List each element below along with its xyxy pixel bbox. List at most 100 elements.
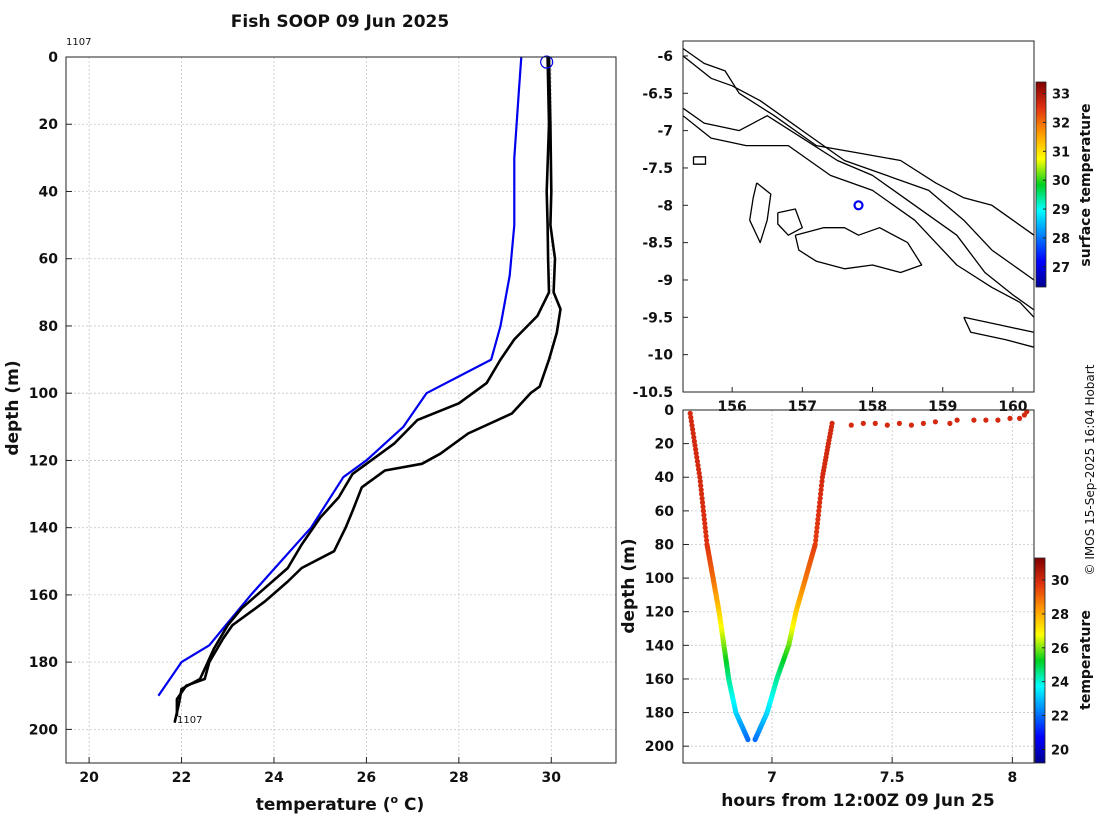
profile-grid <box>66 56 616 763</box>
profile-ytick-label: 200 <box>29 722 58 738</box>
map-colorbar-tick-label: 28 <box>1052 232 1070 247</box>
timeseries-surface-point <box>884 422 890 428</box>
timeseries-point <box>701 512 707 518</box>
profile-xtick-label: 20 <box>79 770 99 786</box>
profile-ticks: 20 22 24 26 28 30 0 20 40 60 80 100 120 140 160 180 200 <box>29 50 562 786</box>
map-xtick-label: 158 <box>858 399 887 415</box>
timeseries-point <box>696 466 702 472</box>
timeseries-point <box>702 525 708 531</box>
timeseries-point <box>699 499 706 506</box>
timeseries-point <box>688 414 694 420</box>
timeseries-point <box>688 418 695 424</box>
timeseries-colorbar-tick-label: 30 <box>1051 574 1069 589</box>
map-colorbar-tick-label: 27 <box>1052 261 1070 276</box>
profile-lines <box>157 55 562 723</box>
map-ytick-label: -10.5 <box>633 385 673 401</box>
figure-title: Fish SOOP 09 Jun 2025 <box>231 12 449 32</box>
profile-surface-marker <box>540 55 554 69</box>
timeseries-surface-point <box>932 419 939 425</box>
timeseries-point <box>818 483 825 489</box>
map-xtick-label: 159 <box>928 399 957 415</box>
map-ytick-label: -6.5 <box>642 86 673 102</box>
timeseries-surface-point <box>896 420 903 426</box>
map-colorbar-tick-label: 33 <box>1052 88 1070 103</box>
timeseries-ytick-label: 160 <box>645 672 674 688</box>
map-colorbar-ticks: 27 28 29 30 31 32 33 <box>1043 88 1070 276</box>
timeseries-point <box>698 487 704 493</box>
map-ytick-label: -6 <box>657 49 673 65</box>
timeseries-point <box>691 434 697 440</box>
timeseries-colorbar-label: temperature <box>1078 610 1094 710</box>
timeseries-point <box>816 508 822 514</box>
timeseries-point <box>699 495 705 501</box>
timeseries-point <box>697 478 703 484</box>
timeseries-colorbar-ticks: 20 22 24 26 28 30 <box>1042 574 1069 758</box>
timeseries-point <box>700 504 706 510</box>
map-panel: 156 157 158 159 160 -6 -6.5 -7 -7.5 -8 -8.5 -9 -9.5 -… <box>633 40 1094 415</box>
timeseries-colorbar-tick-label: 28 <box>1051 608 1069 623</box>
timeseries-point <box>691 438 698 444</box>
timeseries-point <box>813 537 819 543</box>
map-colorbar <box>1035 81 1047 288</box>
timeseries-point <box>698 483 704 489</box>
timeseries-axes-frame <box>682 409 1035 764</box>
profile-ytick-label: 120 <box>29 453 58 469</box>
profile-ytick-label: 80 <box>39 319 59 335</box>
map-contour <box>963 316 1034 348</box>
timeseries-xtick-label: 7 <box>767 770 777 786</box>
timeseries-point <box>690 426 696 432</box>
timeseries-point <box>703 533 709 539</box>
timeseries-ytick-label: 120 <box>645 605 674 621</box>
timeseries-point <box>817 495 823 501</box>
profile-ytick-label: 40 <box>39 184 59 200</box>
map-contour <box>683 47 1034 236</box>
timeseries-ytick-label: 40 <box>655 470 675 486</box>
timeseries-point <box>745 736 751 743</box>
timeseries-point <box>812 541 818 548</box>
profile-panel: 20 22 24 26 28 30020406080100120140160180200 … <box>3 37 617 815</box>
timeseries-surface-point <box>860 420 866 426</box>
timeseries-surface-point <box>954 417 960 423</box>
timeseries-point <box>814 529 820 535</box>
timeseries-colorbar-tick-label: 26 <box>1051 642 1069 657</box>
timeseries-colorbar-tick-label: 20 <box>1051 743 1069 758</box>
timeseries-surface-point <box>1007 415 1013 421</box>
map-position-marker <box>853 200 864 211</box>
timeseries-point <box>818 487 824 493</box>
map-xtick-label: 156 <box>718 399 747 415</box>
timeseries-point <box>693 446 699 452</box>
profile-ytick-label: 140 <box>29 521 58 537</box>
timeseries-point <box>694 458 701 464</box>
map-ytick-label: -7 <box>657 124 673 140</box>
timeseries-ytick-label: 100 <box>645 571 674 587</box>
timeseries-point <box>692 442 698 448</box>
timeseries-xtick-label: 7.5 <box>880 770 905 786</box>
profile-ytick-label: 60 <box>39 252 59 268</box>
timeseries-surface-point <box>983 417 989 423</box>
profile-xtick-label: 26 <box>357 770 376 786</box>
profile-ytick-label: 100 <box>29 386 58 402</box>
profile-xtick-label: 28 <box>449 770 468 786</box>
map-ytick-label: -10 <box>648 348 674 364</box>
timeseries-point <box>817 499 823 506</box>
map-coastline-contours <box>683 47 1034 348</box>
timeseries-surface-point <box>872 420 878 426</box>
timeseries-ytick-label: 0 <box>664 403 674 419</box>
timeseries-point <box>814 525 820 531</box>
timeseries-point <box>814 520 821 527</box>
timeseries-ytick-label: 180 <box>645 706 674 722</box>
profile-ytick-label: 180 <box>29 655 58 671</box>
map-ytick-label: -9 <box>657 273 673 289</box>
timeseries-points <box>687 409 1030 743</box>
map-contour <box>777 208 803 236</box>
timeseries-point <box>703 529 709 535</box>
timeseries-xlabel: hours from 12:00Z 09 Jun 25 <box>721 791 994 811</box>
profile-axes-frame <box>65 56 617 764</box>
timeseries-colorbar <box>1034 557 1046 764</box>
timeseries-point <box>816 504 822 510</box>
map-contour <box>794 227 923 274</box>
timeseries-point <box>813 533 819 539</box>
profile-ylabel: depth (m) <box>3 360 23 455</box>
